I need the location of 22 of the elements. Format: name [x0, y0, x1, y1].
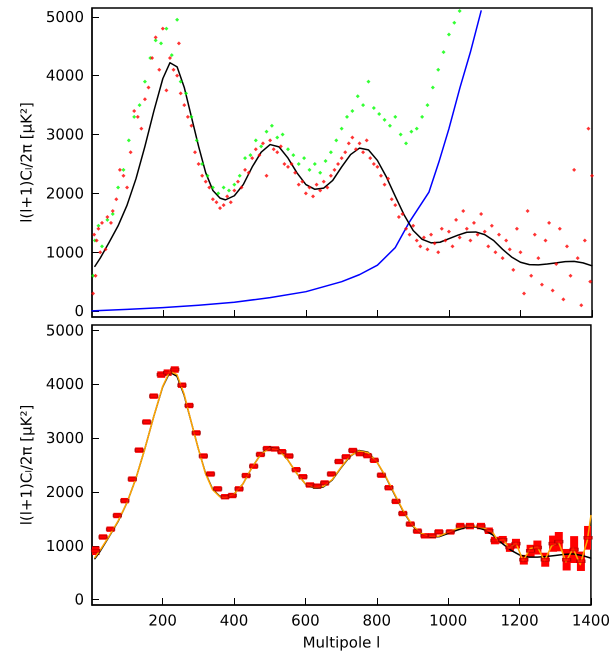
x-tick-label: 200: [148, 612, 177, 630]
y-tick-label: 3000: [46, 126, 84, 144]
y-tick-label: 0: [74, 302, 84, 320]
y-tick-label: 2000: [46, 482, 84, 501]
x-axis-title: Multipole l: [302, 634, 380, 652]
y-tick-label: 1000: [46, 243, 84, 262]
x-tick-label: 800: [362, 612, 392, 630]
y-tick-label: 5000: [46, 8, 84, 26]
y-tick-label: 3000: [46, 429, 84, 448]
y-tick-label: 2000: [46, 184, 84, 202]
y-tick-label: 0: [74, 590, 84, 609]
y-tick-label: 4000: [46, 375, 84, 394]
x-tick-label: 1000: [429, 612, 468, 630]
y-axis-title: l(l+1)Cₗ/2π [μK²]: [18, 102, 36, 223]
x-tick-label: 400: [220, 612, 248, 630]
y-tick-label: 1000: [46, 536, 84, 555]
x-tick-label: 1200: [500, 612, 539, 630]
y-tick-label: 5000: [46, 321, 84, 340]
x-tick-label: 1400: [572, 612, 610, 630]
x-tick-label: 600: [291, 612, 320, 630]
y-tick-label: 4000: [46, 66, 84, 85]
y-axis-title: l(l+1)Cₗ/2π [μK²]: [18, 404, 36, 526]
